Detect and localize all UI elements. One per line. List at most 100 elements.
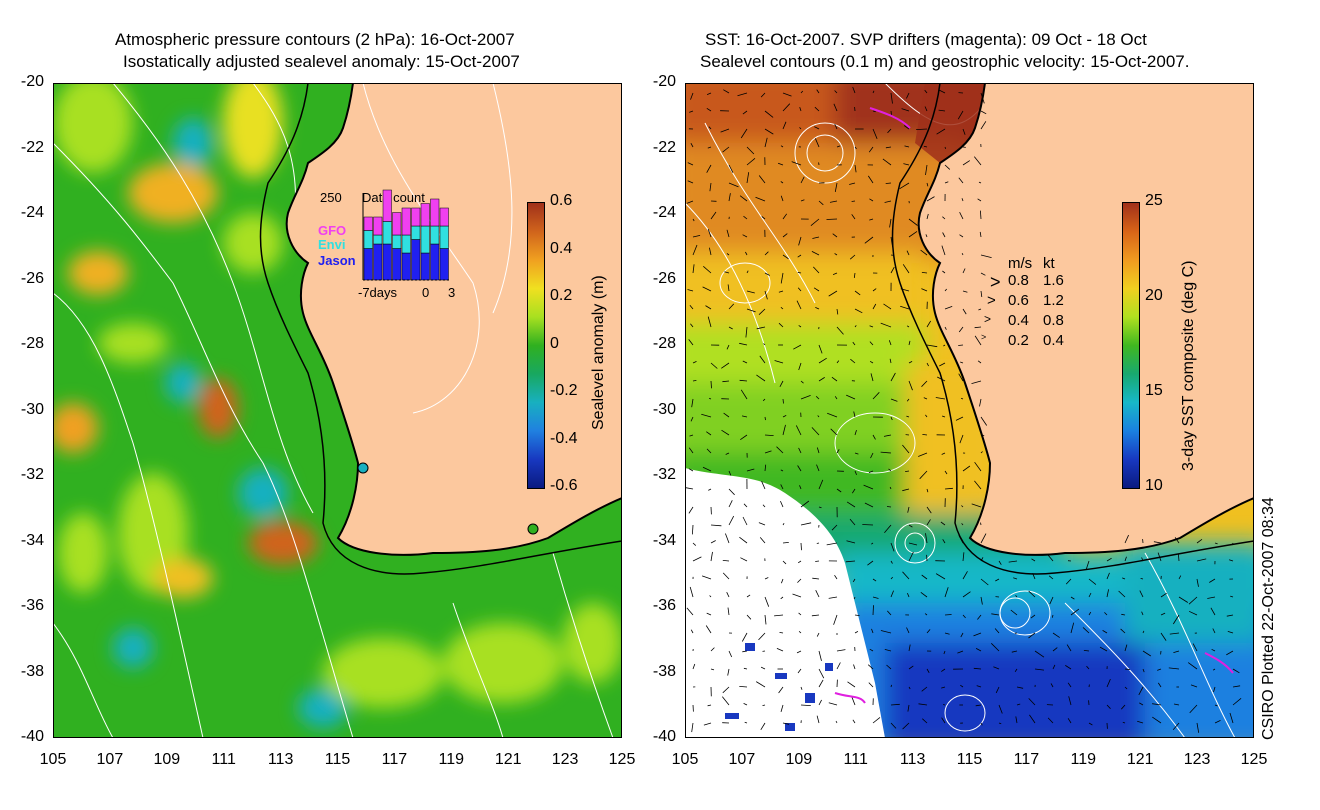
velocity-vector [924,613,928,616]
velocity-vector [692,663,696,670]
velocity-vector [906,250,910,256]
velocity-vector [1010,609,1018,616]
left-lon-tick-label: 113 [267,751,294,768]
velocity-vector [908,380,913,391]
velocity-vector [957,110,964,120]
colorbar-tick-label: 0.2 [550,287,573,304]
left-lon-tick-label: 117 [381,751,408,768]
velocity-vector [916,128,928,130]
velocity-vector [746,594,751,598]
velocity-vector [1160,632,1167,641]
velocity-vector [1214,704,1218,707]
velocity-vector [888,468,892,472]
velocity-vector [854,429,857,436]
velocity-vector [890,266,895,274]
velocity-vector [782,121,787,130]
velocity-vector [746,468,755,472]
velocity-vector [971,380,982,384]
left-lon-tick-label: 123 [551,751,579,768]
velocity-vector [687,289,694,292]
velocity-vector [1124,686,1128,690]
velocity-vector [944,470,948,475]
velocity-vector [728,164,734,173]
velocity-vector [973,632,982,637]
inset-title: Data count [362,190,425,205]
cloud-gap [765,553,865,738]
velocity-vector [762,398,766,402]
velocity-vector [836,326,844,335]
velocity-vector [854,631,859,634]
velocity-vector [743,215,748,220]
velocity-vector [921,574,928,580]
velocity-vector [1212,668,1216,671]
velocity-vector [868,682,874,688]
inset-legend-envi: Envi [318,237,345,252]
velocity-vector [782,542,789,544]
inset-bar-segment [401,207,411,236]
velocity-vector [944,146,946,150]
velocity-vector [1196,538,1203,544]
left-lon-tick-label: 125 [608,751,636,768]
velocity-vector [1231,542,1234,546]
velocity-vector [814,138,820,148]
velocity-vector [797,254,802,258]
velocity-vector [798,447,802,454]
velocity-vector [1118,590,1126,598]
inset-bar-segment [411,207,421,227]
velocity-vector [851,488,856,494]
velocity-vector [974,326,982,329]
velocity-vector [958,177,964,184]
velocity-vector [764,464,767,472]
velocity-vector [774,614,784,617]
velocity-vector [811,251,820,256]
velocity-vector [1065,578,1072,585]
velocity-vector [689,305,694,310]
inset-bar-segment [401,252,411,281]
velocity-vector [723,412,730,418]
velocity-vector [800,199,805,202]
velocity-vector [849,182,856,185]
velocity-vector [692,235,701,238]
velocity-vector [867,560,874,566]
inset-legend-gfo: GFO [318,223,346,238]
velocity-vector [815,396,820,400]
velocity-vector [818,650,822,661]
velocity-vector [798,631,802,634]
velocity-vector [833,614,838,625]
velocity-vector [702,286,712,292]
velocity-vector [1121,613,1126,616]
velocity-vector [962,465,971,472]
data-count-inset: 250 Data count GFO Envi Jason -7days 0 3 [318,189,455,300]
velocity-vector [883,434,892,437]
velocity-vector [1188,596,1198,605]
velocity-vector [925,533,928,544]
velocity-vector [942,270,946,274]
velocity-vector [944,306,953,310]
velocity-vector [889,218,892,228]
velocity-vector [1067,682,1072,688]
velocity-vector [739,342,748,346]
velocity-vector [763,343,766,346]
velocity-vector [852,578,856,583]
velocity-legend-arrow-icon: > [987,292,996,309]
velocity-vector [980,578,989,586]
velocity-vector [818,506,822,509]
velocity-vector [886,506,892,508]
velocity-vector [818,699,822,706]
velocity-vector [1227,631,1234,634]
velocity-vector [991,643,1000,652]
velocity-vector [834,90,838,94]
velocity-vector [980,416,988,426]
velocity-vector [707,316,712,328]
velocity-vector [707,146,712,149]
velocity-vector [960,684,964,688]
velocity-vector [687,180,694,184]
velocity-vector [728,470,732,476]
colorbar-tick-label: -0.6 [550,477,578,494]
colorbar-tick-label: 25 [1145,192,1163,209]
velocity-vector [908,524,913,528]
velocity-vector [691,398,694,408]
velocity-vector [944,487,953,490]
velocity-vector [1230,595,1234,598]
velocity-vector [1152,703,1162,706]
